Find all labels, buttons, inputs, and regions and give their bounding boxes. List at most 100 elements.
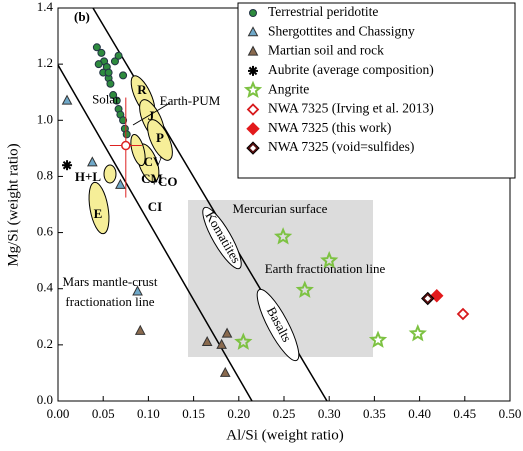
y-tick-label: 0.0	[37, 392, 53, 407]
x-tick-label: 0.30	[318, 406, 341, 421]
legend-label: Angrite	[268, 81, 309, 96]
marker-shape	[295, 280, 314, 298]
marker-shape	[456, 307, 470, 321]
y-tick-label: 1.4	[37, 0, 54, 14]
marker	[109, 91, 118, 100]
marker	[273, 227, 293, 245]
marker	[246, 103, 260, 116]
annotation-ellipse	[130, 133, 146, 167]
annotation-ellipse	[103, 164, 117, 184]
marker	[94, 60, 103, 69]
marker-shape	[132, 285, 143, 296]
marker-shape	[94, 60, 103, 69]
annotation-ellipse	[256, 288, 300, 362]
marker	[114, 51, 123, 60]
marker	[119, 116, 128, 125]
marker-shape	[246, 103, 260, 116]
marker-shape	[248, 66, 258, 76]
y-tick-label: 0.8	[37, 167, 53, 182]
marker	[234, 332, 253, 350]
marker	[87, 156, 98, 167]
marker	[134, 324, 146, 335]
marker-shape	[201, 335, 213, 347]
y-tick-label: 1.2	[37, 55, 53, 70]
marker	[216, 338, 227, 349]
annotation: E	[94, 206, 103, 221]
marker	[456, 307, 470, 321]
marker	[295, 280, 314, 298]
marker	[115, 178, 126, 189]
y-tick-label: 0.4	[37, 280, 54, 295]
x-axis-label: Al/Si (weight ratio)	[226, 427, 343, 443]
marker-shape	[112, 96, 121, 105]
marker	[110, 57, 119, 66]
annotation: +CO	[151, 174, 178, 189]
annotation: Mercurian surface	[233, 201, 328, 216]
marker-shape	[87, 156, 98, 167]
marker-shape	[62, 160, 72, 170]
marker	[106, 79, 115, 88]
annotation-leader	[132, 102, 171, 126]
x-tick-label: 0.20	[227, 406, 250, 421]
annotation: CV	[144, 154, 163, 169]
marker	[104, 68, 113, 77]
marker	[249, 9, 257, 17]
annotation: Mars mantle-crust	[63, 274, 158, 289]
legend-label: Martian soil and rock	[268, 43, 384, 58]
marker-shape	[216, 338, 227, 349]
marker-shape	[119, 71, 128, 80]
annotation-ellipse	[202, 206, 242, 270]
annotation: fractionation line	[65, 294, 154, 309]
marker	[61, 94, 73, 105]
marker-shape	[249, 9, 257, 17]
legend-label: Terrestrial peridotite	[268, 4, 378, 19]
marker-shape	[115, 178, 126, 189]
annotation: Earth-PUM	[160, 93, 221, 108]
marker-shape	[247, 45, 259, 56]
marker	[246, 122, 260, 136]
y-tick-label: 0.2	[37, 336, 53, 351]
marker-shape	[119, 116, 128, 125]
annotation: P	[156, 130, 164, 145]
marker-shape	[234, 332, 253, 350]
y-tick-label: 0.6	[37, 224, 54, 239]
x-tick-label: 0.50	[499, 406, 522, 421]
marker-shape	[424, 295, 431, 302]
marker	[221, 327, 233, 338]
marker-shape	[243, 80, 263, 98]
x-tick-label: 0.05	[92, 406, 115, 421]
marker	[243, 80, 263, 98]
x-tick-label: 0.35	[363, 406, 386, 421]
marker-shape	[250, 145, 256, 152]
x-tick-label: 0.40	[408, 406, 431, 421]
marker	[368, 330, 388, 348]
annotation: R	[137, 82, 147, 97]
marker	[112, 96, 121, 105]
annotation-ellipse	[147, 119, 173, 161]
marker-shape	[110, 57, 119, 66]
marker	[320, 251, 339, 269]
marker-shape	[114, 51, 123, 60]
annotation-ellipse	[88, 181, 110, 235]
marker	[248, 65, 258, 76]
solar-point	[121, 140, 131, 151]
legend-label: NWA 7325 (void=sulfides)	[268, 139, 414, 154]
panel-label: (b)	[74, 9, 90, 24]
annotation: J	[148, 108, 155, 123]
x-tick-label: 0.15	[182, 406, 205, 421]
marker-shape	[122, 130, 131, 139]
marker	[122, 130, 131, 139]
marker-shape	[106, 79, 115, 88]
marker-shape	[368, 330, 388, 348]
y-tick-label: 1.0	[37, 111, 53, 126]
annotation: CM	[141, 171, 163, 186]
marker	[62, 160, 73, 171]
marker-shape	[246, 122, 260, 136]
marker-shape	[320, 251, 339, 269]
y-axis-label: Mg/Si (weight ratio)	[5, 143, 21, 266]
x-tick-label: 0.00	[47, 406, 70, 421]
marker-shape	[247, 26, 259, 37]
marker-shape	[97, 48, 106, 57]
legend-label: Aubrite (average composition)	[268, 62, 434, 77]
